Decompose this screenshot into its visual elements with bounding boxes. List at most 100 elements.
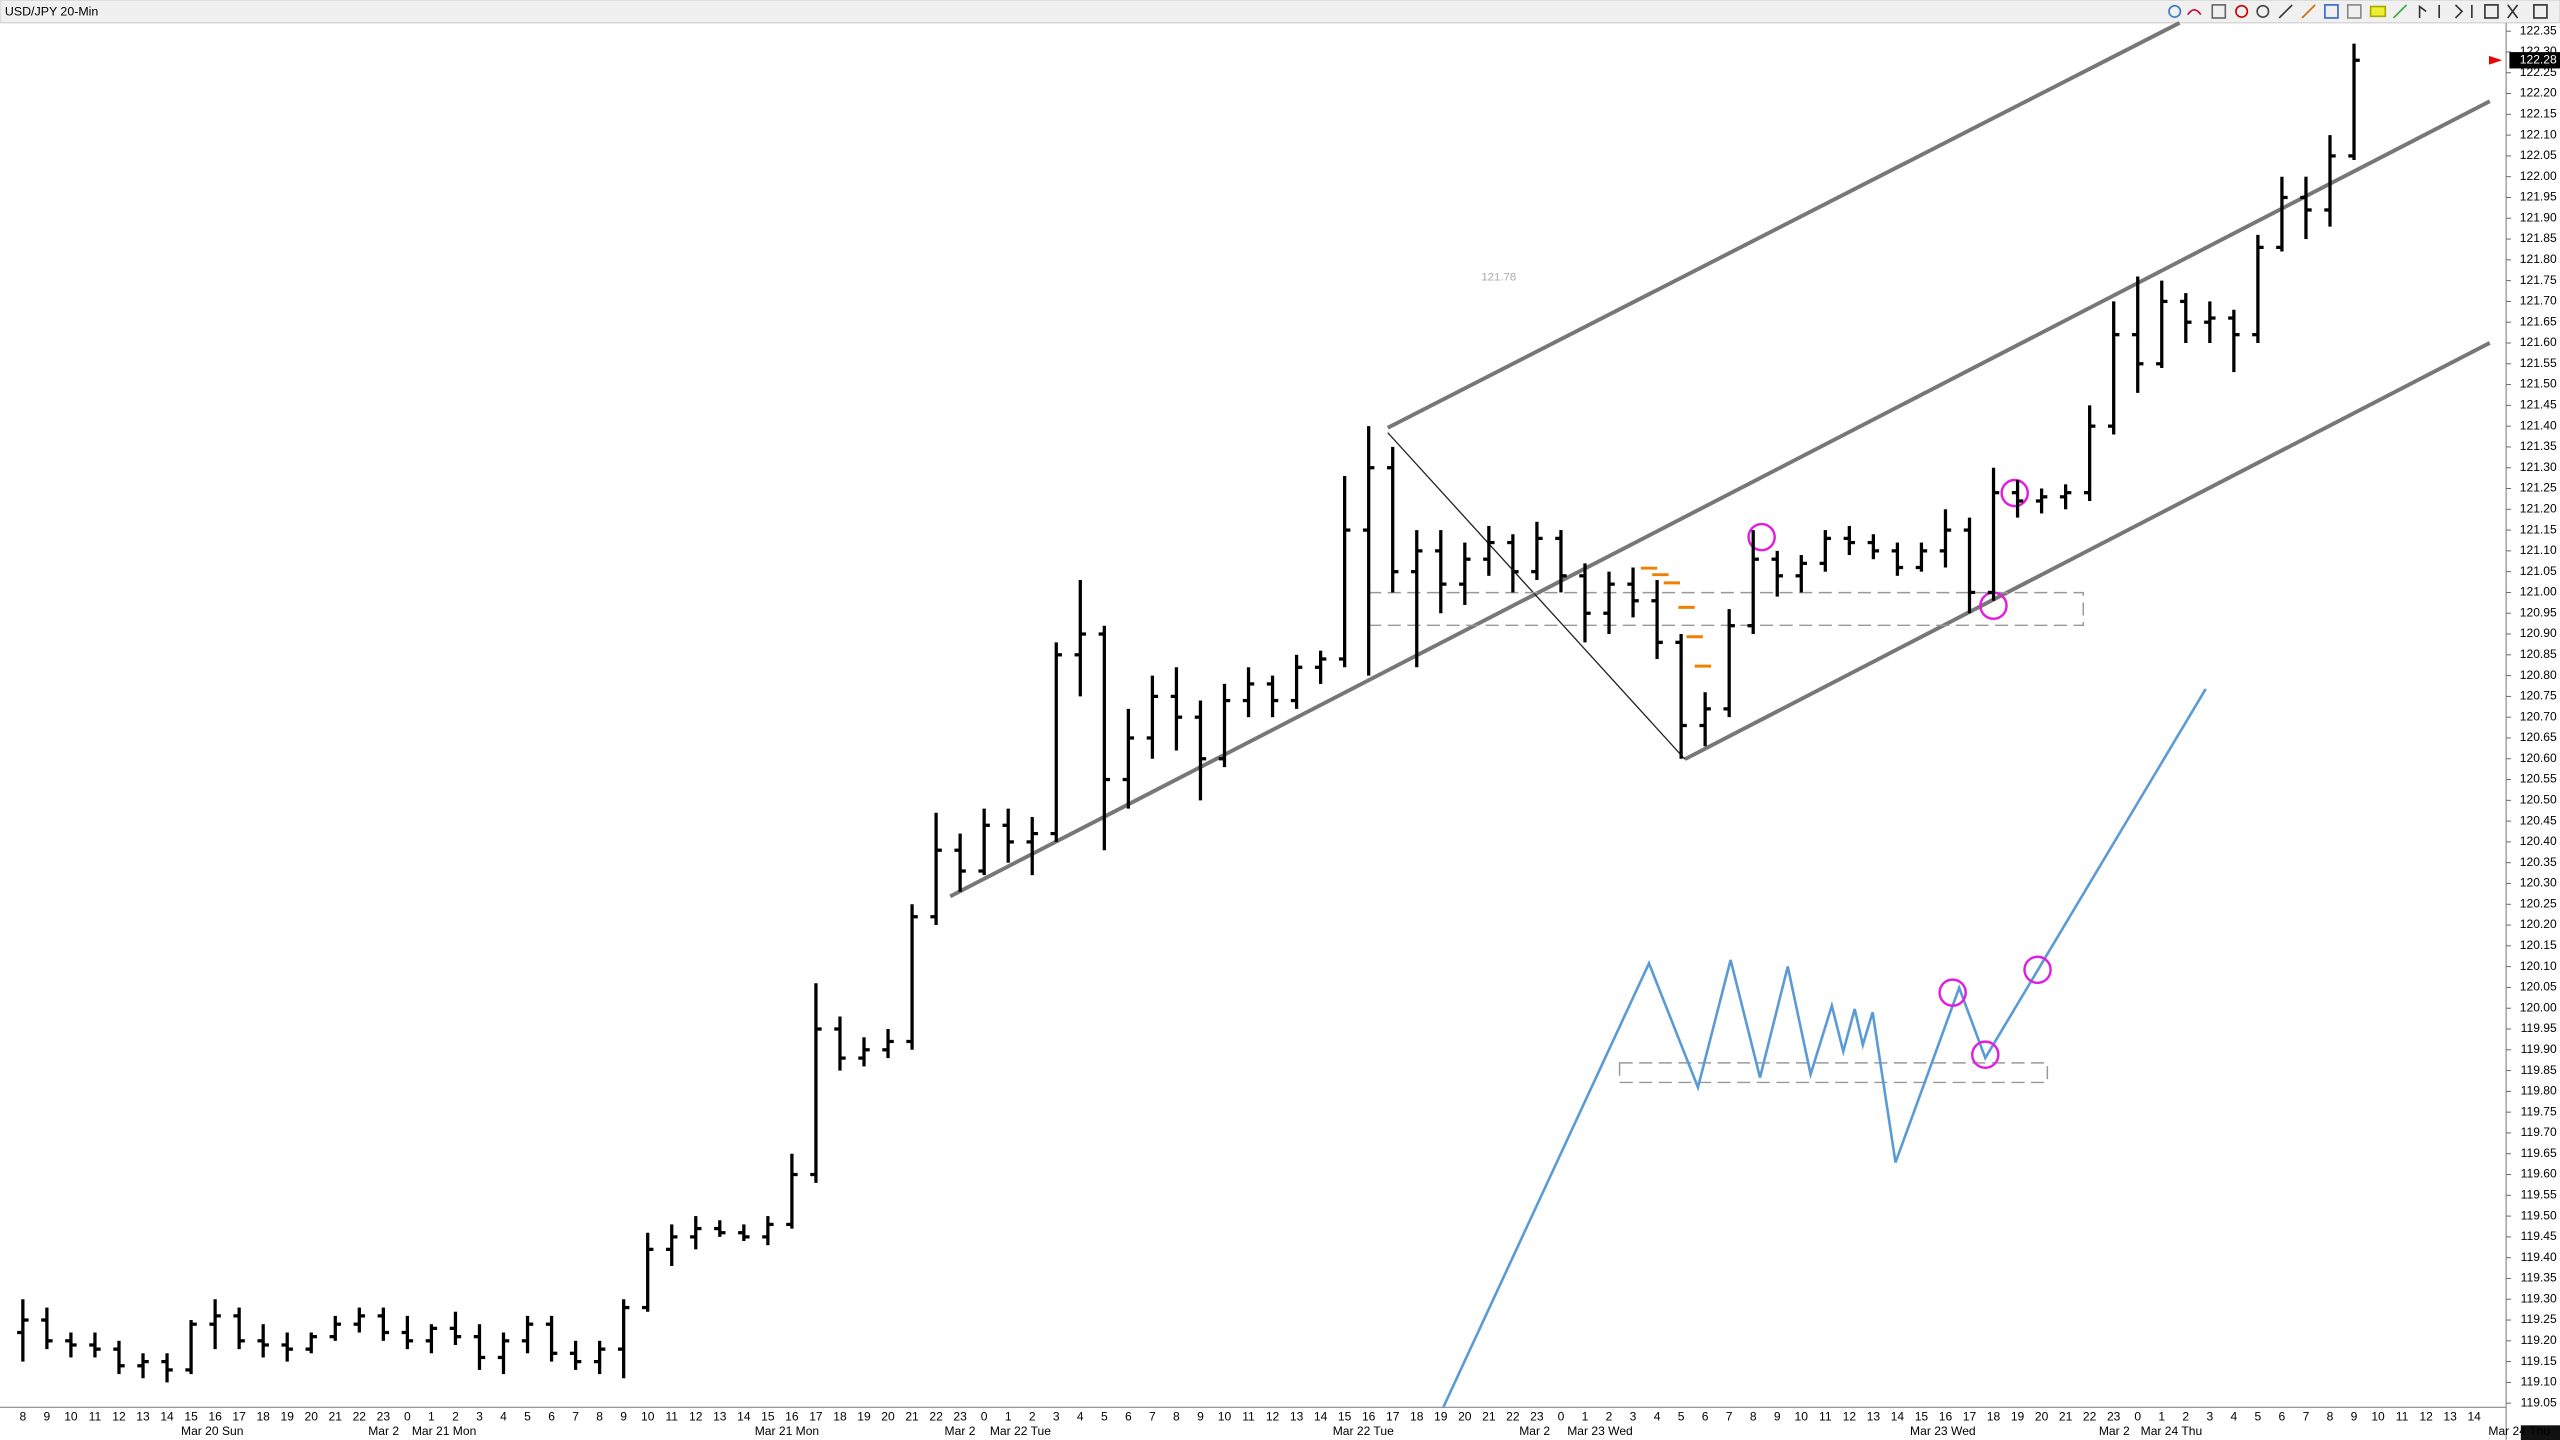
x-tick-label: 19 xyxy=(280,1409,294,1423)
y-tick-label: 120.40 xyxy=(2520,834,2557,848)
y-tick-label: 121.90 xyxy=(2520,210,2557,224)
x-tick-label: 8 xyxy=(19,1409,26,1423)
x-tick-label: 13 xyxy=(2443,1409,2457,1423)
marker-circle xyxy=(1971,1040,2000,1069)
y-tick-label: 121.20 xyxy=(2520,501,2557,515)
toolbar[interactable] xyxy=(2168,4,2548,19)
tool-icon[interactable] xyxy=(2392,4,2408,19)
x-tick-label: 21 xyxy=(1482,1409,1496,1423)
x-tick-label: 22 xyxy=(353,1409,367,1423)
y-tick-label: 119.40 xyxy=(2521,1250,2557,1264)
y-tick-label: 120.35 xyxy=(2520,855,2557,869)
x-tick-label: 19 xyxy=(1434,1409,1448,1423)
y-tick-label: 120.00 xyxy=(2520,1000,2557,1014)
y-tick-label: 120.10 xyxy=(2520,959,2557,973)
x-tick-label: 4 xyxy=(500,1409,507,1423)
date-label: Mar 2 xyxy=(2099,1424,2130,1438)
tool-icon[interactable] xyxy=(2369,5,2387,18)
x-tick-label: 8 xyxy=(1750,1409,1757,1423)
y-tick-label: 121.75 xyxy=(2520,273,2557,287)
x-tick-label: 6 xyxy=(1702,1409,1709,1423)
x-tick-label: 0 xyxy=(981,1409,988,1423)
y-tick-label: 120.05 xyxy=(2520,980,2557,994)
x-tick-label: 10 xyxy=(641,1409,655,1423)
tool-icon[interactable] xyxy=(2211,4,2227,19)
x-tick-label: 17 xyxy=(809,1409,823,1423)
y-tick-label: 121.45 xyxy=(2520,398,2557,412)
y-tick-label: 119.85 xyxy=(2521,1063,2557,1077)
x-tick-label: 17 xyxy=(1386,1409,1400,1423)
tool-icon[interactable] xyxy=(2324,4,2339,19)
x-tick-label: 15 xyxy=(1915,1409,1929,1423)
x-tick-label: 23 xyxy=(1530,1409,1544,1423)
tool-icon[interactable] xyxy=(2187,8,2202,16)
y-tick-label: 119.15 xyxy=(2521,1354,2557,1368)
y-tick-label: 119.60 xyxy=(2521,1167,2557,1181)
x-tick-label: 4 xyxy=(2231,1409,2238,1423)
y-tick-label: 119.80 xyxy=(2521,1084,2557,1098)
date-label: Mar 2 xyxy=(368,1424,399,1438)
x-tick-label: 10 xyxy=(1218,1409,1232,1423)
y-tick-label: 121.05 xyxy=(2520,564,2557,578)
x-tick-label: 13 xyxy=(136,1409,150,1423)
y-tick-label: 120.60 xyxy=(2520,751,2557,765)
y-tick-label: 120.85 xyxy=(2520,647,2557,661)
tool-icon[interactable] xyxy=(2256,4,2270,18)
tool-icon[interactable] xyxy=(2484,4,2499,19)
last-price-label: 122.28 xyxy=(2520,52,2557,66)
marker-circle xyxy=(1938,978,1967,1007)
x-tick-label: 5 xyxy=(1678,1409,1685,1423)
x-tick-label: 6 xyxy=(1125,1409,1132,1423)
x-tick-label: 17 xyxy=(232,1409,246,1423)
tool-icon[interactable] xyxy=(2235,4,2249,18)
x-tick-label: 20 xyxy=(1458,1409,1472,1423)
channel-middle xyxy=(949,99,2491,899)
tool-icon[interactable] xyxy=(2454,4,2464,19)
x-tick-label: 13 xyxy=(1290,1409,1304,1423)
y-tick-label: 119.45 xyxy=(2521,1229,2557,1243)
x-tick-label: 3 xyxy=(476,1409,483,1423)
x-tick-label: 18 xyxy=(1987,1409,2001,1423)
y-tick-label: 120.65 xyxy=(2520,730,2557,744)
y-tick-label: 120.80 xyxy=(2520,668,2557,682)
y-tick-label: 120.70 xyxy=(2520,709,2557,723)
x-tick-label: 3 xyxy=(1053,1409,1060,1423)
x-tick-label: 4 xyxy=(1077,1409,1084,1423)
tool-icon[interactable] xyxy=(2346,4,2362,19)
tool-icon[interactable] xyxy=(2507,4,2519,19)
x-tick-label: 17 xyxy=(1963,1409,1977,1423)
x-tick-label: 1 xyxy=(1582,1409,1589,1423)
x-tick-label: 7 xyxy=(1149,1409,1156,1423)
y-tick-label: 121.15 xyxy=(2520,522,2557,536)
y-tick-label: 120.95 xyxy=(2520,605,2557,619)
y-tick-label: 119.10 xyxy=(2521,1375,2557,1389)
y-tick-label: 121.00 xyxy=(2520,585,2557,599)
corner-buttons[interactable] xyxy=(2520,1425,2560,1440)
y-tick-label: 119.95 xyxy=(2521,1021,2557,1035)
x-tick-label: 8 xyxy=(1173,1409,1180,1423)
x-tick-label: 15 xyxy=(184,1409,198,1423)
channel-lower xyxy=(1683,341,2491,761)
level-label: 121.78 xyxy=(1481,272,1516,284)
y-tick-label: 121.40 xyxy=(2520,418,2557,432)
y-tick-label: 121.35 xyxy=(2520,439,2557,453)
x-tick-label: 9 xyxy=(1197,1409,1204,1423)
tool-icon[interactable] xyxy=(2278,4,2293,19)
tool-icon[interactable] xyxy=(2533,4,2548,19)
y-tick-label: 119.70 xyxy=(2521,1125,2557,1139)
x-tick-label: 1 xyxy=(1005,1409,1012,1423)
tool-icon[interactable] xyxy=(2418,4,2427,18)
date-label: Mar 2 xyxy=(1519,1424,1550,1438)
x-tick-label: 13 xyxy=(1867,1409,1881,1423)
x-tick-label: 6 xyxy=(548,1409,555,1423)
title-bar xyxy=(0,0,2560,24)
date-label: Mar 22 Tue xyxy=(990,1424,1051,1438)
x-tick-label: 0 xyxy=(1558,1409,1565,1423)
y-tick-label: 119.30 xyxy=(2521,1291,2557,1305)
y-tick-label: 120.55 xyxy=(2520,772,2557,786)
tool-icon[interactable] xyxy=(2301,4,2316,19)
y-tick-label: 121.10 xyxy=(2520,543,2557,557)
tool-icon[interactable] xyxy=(2168,4,2182,18)
